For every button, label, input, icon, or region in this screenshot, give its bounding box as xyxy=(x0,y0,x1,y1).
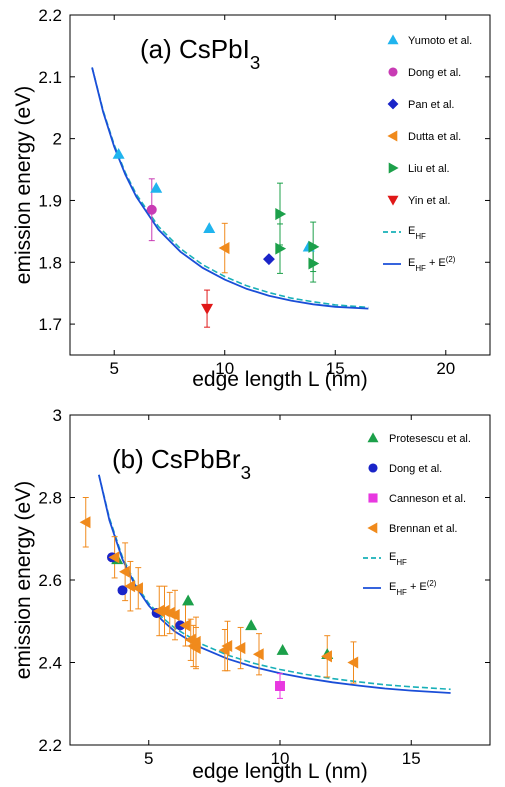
legend-marker xyxy=(387,130,398,142)
y-tick-label: 1.9 xyxy=(38,191,62,210)
panel-a: 5 10 15 20 1.7 1.8 1.9 2 2.1 2.2 edge length L (nm… xyxy=(12,6,491,391)
panel-title: (b) CsPbBr3 xyxy=(112,444,251,483)
curve-ehf xyxy=(98,474,451,691)
data-point xyxy=(321,650,332,663)
data-point xyxy=(245,619,258,631)
y-tick-label: 1.7 xyxy=(38,315,62,334)
legend-marker xyxy=(367,522,378,534)
data-point xyxy=(221,639,233,653)
legend-label: Pan et al. xyxy=(408,99,454,111)
y-tick-label: 2.2 xyxy=(38,6,62,25)
data-point xyxy=(79,516,91,529)
legend-marker xyxy=(368,463,378,473)
data-point xyxy=(201,303,214,315)
y-tick-label: 2.4 xyxy=(38,654,62,673)
y-tick-label: 3 xyxy=(53,406,62,425)
y-tick-label: 1.8 xyxy=(38,253,62,272)
y-tick-label: 2 xyxy=(53,130,62,149)
data-point xyxy=(189,642,201,655)
legend: Protesescu et al. Dong et al. Canneson et … xyxy=(363,432,471,597)
curve-ehf xyxy=(91,67,369,309)
legend-label: EHF xyxy=(389,551,407,567)
legend-marker xyxy=(388,162,399,174)
x-tick-label: 5 xyxy=(109,359,118,378)
panel-title: (a) CsPbI3 xyxy=(140,34,260,73)
data-point xyxy=(179,619,191,632)
x-tick-label: 15 xyxy=(326,359,345,378)
x-axis-label: edge length L (nm) xyxy=(192,760,368,783)
data-point xyxy=(182,594,195,606)
legend-label: Yumoto et al. xyxy=(408,35,472,47)
legend: Yumoto et al. Dong et al. Pan et al. Dutta … xyxy=(383,34,472,273)
data-point xyxy=(275,242,287,255)
data-point xyxy=(218,242,230,255)
legend-label: Canneson et al. xyxy=(389,493,466,505)
legend-label: Dong et al. xyxy=(389,463,442,475)
data-point xyxy=(124,580,136,593)
legend-marker xyxy=(387,34,399,45)
data-point xyxy=(308,240,320,253)
legend-label: EHF + E(2) xyxy=(389,579,437,597)
data-point xyxy=(132,582,143,595)
data-point xyxy=(119,565,130,578)
data-point xyxy=(252,648,264,661)
data-point xyxy=(108,551,120,564)
data-point xyxy=(263,253,275,266)
x-tick-label: 10 xyxy=(271,749,290,768)
y-tick-label: 2.6 xyxy=(38,571,62,590)
x-tick-label: 20 xyxy=(436,359,455,378)
legend-label: Dutta et al. xyxy=(408,131,461,143)
x-tick-label: 10 xyxy=(215,359,234,378)
legend-label: Protesescu et al. xyxy=(389,433,471,445)
data-point xyxy=(234,642,246,655)
x-axis-label: edge length L (nm) xyxy=(192,368,368,391)
legend-marker xyxy=(387,98,399,110)
legend-marker xyxy=(387,195,399,206)
legend-marker xyxy=(368,493,378,503)
data-point xyxy=(308,257,320,270)
data-point xyxy=(112,147,125,159)
legend-label: Liu et al. xyxy=(408,163,450,175)
data-point xyxy=(150,181,163,193)
y-tick-label: 2.8 xyxy=(38,489,62,508)
legend-label: Yin et al. xyxy=(408,195,450,207)
x-tick-label: 5 xyxy=(144,749,153,768)
y-axis-label: emission energy (eV) xyxy=(12,481,35,679)
y-tick-label: 2.1 xyxy=(38,68,62,87)
legend-label: EHF xyxy=(408,225,426,241)
data-point xyxy=(275,208,287,221)
y-tick-label: 2.2 xyxy=(38,736,62,755)
data-point xyxy=(168,609,180,622)
legend-marker xyxy=(388,67,398,77)
data-point xyxy=(275,681,285,691)
legend-label: Brennan et al. xyxy=(389,523,458,535)
x-tick-label: 15 xyxy=(402,749,421,768)
data-point xyxy=(146,204,157,215)
data-point xyxy=(203,222,216,233)
curve-ehf-e2 xyxy=(98,474,451,694)
legend-label: EHF + E(2) xyxy=(408,255,456,273)
data-point xyxy=(347,656,359,669)
data-point xyxy=(276,644,289,655)
y-axis-label: emission energy (eV) xyxy=(12,86,35,284)
panel-b: 5 10 15 2.2 2.4 2.6 2.8 3 edge length L (nm) emis… xyxy=(12,406,491,783)
legend-label: Dong et al. xyxy=(408,67,461,79)
plot-frame xyxy=(69,14,491,356)
data-point xyxy=(117,585,128,596)
legend-marker xyxy=(367,432,379,443)
